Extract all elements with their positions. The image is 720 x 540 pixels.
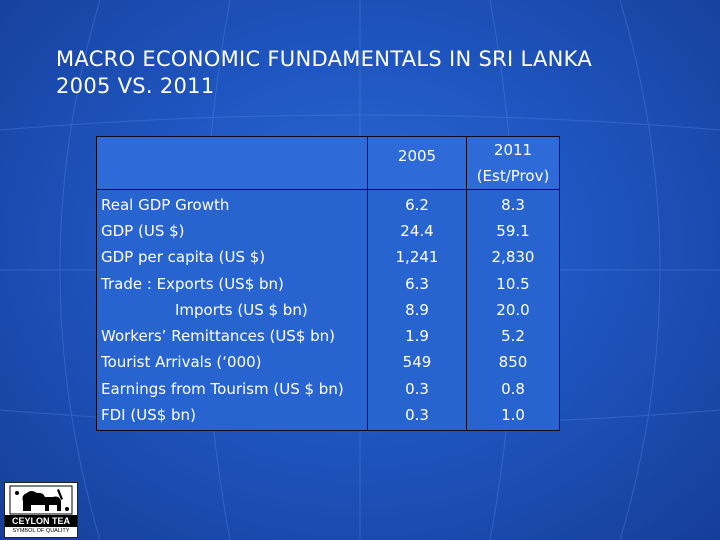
lion-icon — [9, 485, 73, 515]
logo-tagline: SYMBOL OF QUALITY — [12, 528, 70, 534]
label-row: GDP (US $) — [101, 221, 185, 240]
value-2005: 549 — [402, 353, 432, 372]
value-2011: 1.0 — [501, 406, 525, 425]
label-row: Workers’ Remittances (US$ bn) — [101, 327, 336, 346]
label-row: Tourist Arrivals (‘000) — [101, 353, 262, 372]
header-2011-year: 2011 — [493, 141, 533, 159]
indicator-labels-cell: Real GDP Growth GDP (US $) GDP per capit… — [96, 189, 368, 431]
macro-indicators-table: 2005 2011 (Est/Prov) Real GDP Growth GDP… — [96, 136, 560, 431]
label-row: GDP per capita (US $) — [101, 248, 266, 267]
values-2011-cell: 8.3 59.1 2,830 10.5 20.0 5.2 850 0.8 1.0 — [466, 189, 560, 431]
label-row: Imports (US $ bn) — [175, 300, 308, 319]
value-2005: 1,241 — [395, 248, 439, 267]
header-2011-note: (Est/Prov) — [476, 167, 550, 185]
value-2005: 1.9 — [405, 327, 429, 346]
values-2005-cell: 6.2 24.4 1,241 6.3 8.9 1.9 549 0.3 0.3 — [367, 189, 467, 431]
value-2005: 0.3 — [405, 379, 429, 398]
slide-title: MACRO ECONOMIC FUNDAMENTALS IN SRI LANKA… — [56, 46, 696, 100]
header-2005: 2005 — [367, 136, 467, 190]
logo-brand-text: CEYLON TEA — [5, 515, 77, 527]
value-2011: 0.8 — [501, 379, 525, 398]
title-line-1: MACRO ECONOMIC FUNDAMENTALS IN SRI LANKA — [56, 47, 593, 71]
label-row: FDI (US$ bn) — [101, 406, 196, 425]
value-2011: 8.3 — [501, 195, 525, 214]
value-2011: 5.2 — [501, 327, 525, 346]
table-header-row: 2005 2011 (Est/Prov) — [96, 136, 560, 190]
header-2011: 2011 (Est/Prov) — [466, 136, 560, 190]
value-2005: 6.2 — [405, 195, 429, 214]
value-2005: 24.4 — [400, 221, 434, 240]
value-2011: 2,830 — [491, 248, 535, 267]
header-2005-label: 2005 — [397, 147, 437, 165]
title-line-2: 2005 VS. 2011 — [56, 74, 215, 98]
value-2005: 6.3 — [405, 274, 429, 293]
ceylon-tea-logo: CEYLON TEA SYMBOL OF QUALITY — [4, 482, 78, 538]
value-2011: 59.1 — [496, 221, 530, 240]
label-row: Earnings from Tourism (US $ bn) — [101, 379, 344, 398]
value-2011: 850 — [498, 353, 528, 372]
label-row: Real GDP Growth — [101, 195, 230, 214]
label-row: Trade : Exports (US$ bn) — [101, 274, 284, 293]
value-2011: 10.5 — [496, 274, 530, 293]
header-blank-cell — [96, 136, 368, 190]
table-body-row: Real GDP Growth GDP (US $) GDP per capit… — [96, 189, 560, 431]
value-2005: 0.3 — [405, 406, 429, 425]
value-2011: 20.0 — [496, 300, 530, 319]
value-2005: 8.9 — [405, 300, 429, 319]
